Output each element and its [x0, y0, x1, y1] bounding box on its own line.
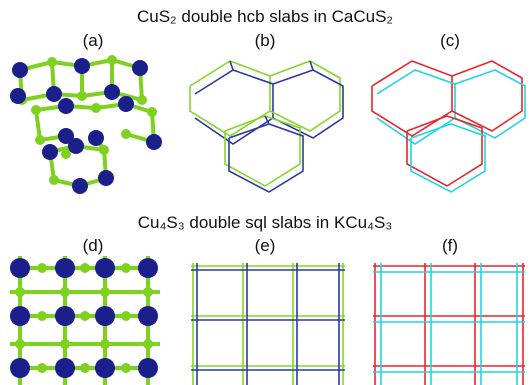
- panel-b-wireframe-hcb: [189, 60, 344, 193]
- panel-c-wireframe-hcb: [371, 60, 526, 193]
- top-section-title: CuS₂ double hcb slabs in CaCuS₂: [136, 7, 394, 26]
- panel-d-ball-stick-sql: [10, 256, 160, 385]
- panel-label-e: (e): [254, 236, 276, 255]
- panel-label-a: (a): [82, 31, 104, 50]
- panel-label-c: (c): [440, 31, 460, 50]
- bottom-section-title: Cu₄S₃ double sql slabs in KCu₄S₃: [137, 213, 393, 232]
- panel-label-f: (f): [441, 236, 459, 255]
- panel-e-wireframe-sql: [191, 263, 345, 385]
- panel-f-wireframe-sql: [373, 263, 525, 385]
- panel-a-ball-stick-hcb: [10, 55, 162, 194]
- panel-label-d: (d): [82, 236, 104, 255]
- panel-label-b: (b): [254, 31, 276, 50]
